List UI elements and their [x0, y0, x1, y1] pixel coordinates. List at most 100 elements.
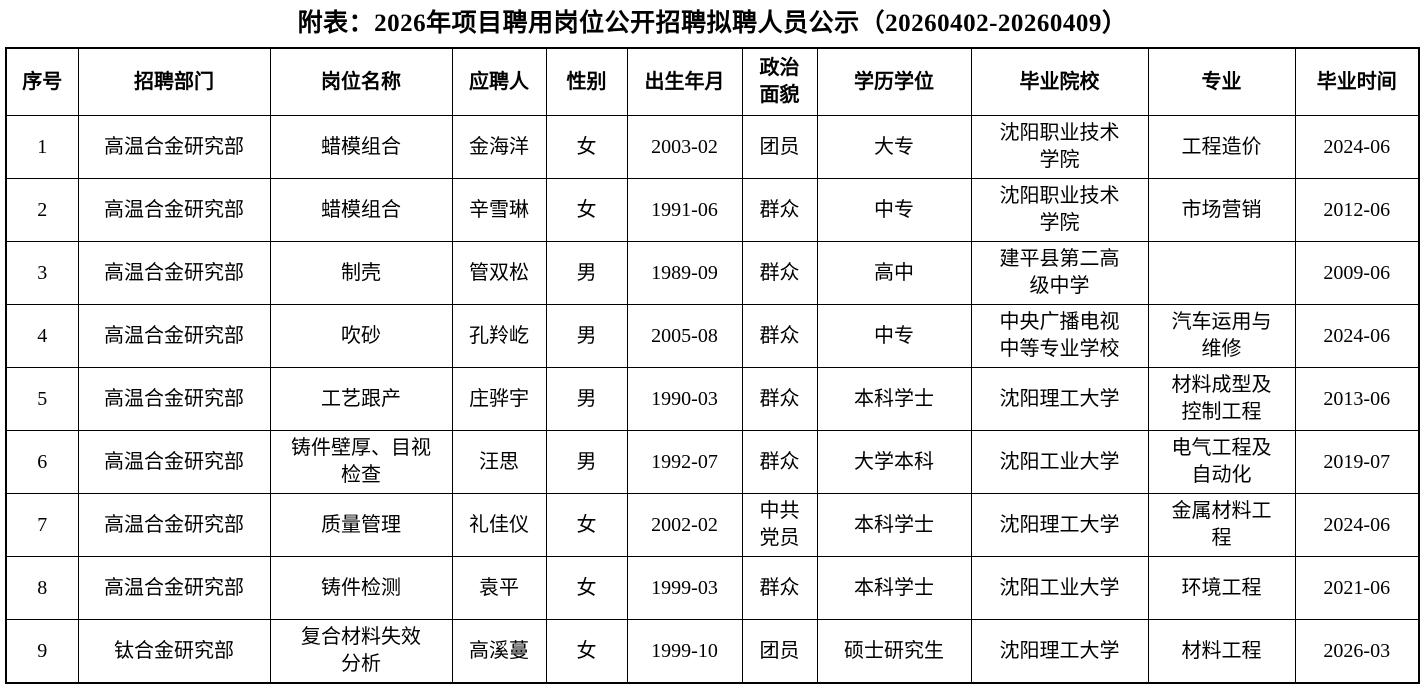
table-cell: 5 — [5, 367, 79, 432]
table-cell: 1999-03 — [626, 556, 743, 621]
table-cell: 袁平 — [451, 556, 547, 621]
table-row: 3 高温合金研究部 制壳 管双松男 1989-09 群众 高中 建平县第二高 级中学 2009-… — [5, 241, 1420, 306]
column-header-position: 岗位名称 — [269, 47, 453, 117]
table-cell: 7 — [5, 493, 79, 558]
table-cell: 大学本科 — [816, 430, 972, 495]
table-cell: 高温合金研究部 — [77, 115, 271, 180]
table-cell: 汽车运用与 维修 — [1147, 304, 1296, 369]
table-cell: 2024-06 — [1294, 304, 1420, 369]
table-cell: 沈阳理工大学 — [970, 619, 1149, 684]
column-header-birthdate: 出生年月 — [626, 47, 743, 117]
table-cell: 沈阳职业技术 学院 — [970, 178, 1149, 243]
table-cell: 铸件检测 — [269, 556, 453, 621]
table-cell: 1991-06 — [626, 178, 743, 243]
table-body: 1 高温合金研究部 蜡模组合 金海洋女 2003-02 团员 大专 沈阳职业技术 学院 工程造价… — [5, 115, 1420, 684]
column-header-applicant: 应聘人 — [451, 47, 547, 117]
table-cell: 庄骅宇 — [451, 367, 547, 432]
table-cell: 中专 — [816, 304, 972, 369]
table-row: 4 高温合金研究部 吹砂 孔羚屹男 2005-08 群众 中专 中央广播电视 中等专业学校 汽车… — [5, 304, 1420, 369]
table-cell: 女 — [545, 556, 628, 621]
table-cell: 男 — [545, 304, 628, 369]
table-cell: 中专 — [816, 178, 972, 243]
table-cell: 本科学士 — [816, 367, 972, 432]
table-cell: 工程造价 — [1147, 115, 1296, 180]
table-cell: 中央广播电视 中等专业学校 — [970, 304, 1149, 369]
table-cell: 群众 — [741, 304, 818, 369]
table-cell: 1999-10 — [626, 619, 743, 684]
table-cell: 2019-07 — [1294, 430, 1420, 495]
column-header-major: 专业 — [1147, 47, 1296, 117]
table-cell: 电气工程及 自动化 — [1147, 430, 1296, 495]
table-cell: 男 — [545, 367, 628, 432]
table-cell: 群众 — [741, 367, 818, 432]
table-cell: 群众 — [741, 556, 818, 621]
page-title: 附表：2026年项目聘用岗位公开招聘拟聘人员公示（20260402-202604… — [297, 10, 1128, 37]
table-cell: 孔羚屹 — [451, 304, 547, 369]
table-cell: 质量管理 — [269, 493, 453, 558]
table-cell: 钛合金研究部 — [77, 619, 271, 684]
table-cell: 2009-06 — [1294, 241, 1420, 306]
table-cell: 9 — [5, 619, 79, 684]
column-header-department: 招聘部门 — [77, 47, 271, 117]
table-cell: 蜡模组合 — [269, 115, 453, 180]
table-cell: 男 — [545, 241, 628, 306]
table-cell: 金属材料工 程 — [1147, 493, 1296, 558]
table-cell: 2021-06 — [1294, 556, 1420, 621]
table-cell: 材料成型及 控制工程 — [1147, 367, 1296, 432]
table-cell: 本科学士 — [816, 493, 972, 558]
column-header-graduation-date: 毕业时间 — [1294, 47, 1420, 117]
table-cell: 1992-07 — [626, 430, 743, 495]
column-header-gender: 性别 — [545, 47, 628, 117]
table-cell: 1 — [5, 115, 79, 180]
table-cell: 管双松 — [451, 241, 547, 306]
column-header-degree: 学历学位 — [816, 47, 972, 117]
column-header-political-status: 政治 面貌 — [741, 47, 818, 117]
table-cell: 材料工程 — [1147, 619, 1296, 684]
table-cell: 建平县第二高 级中学 — [970, 241, 1149, 306]
column-header-school: 毕业院校 — [970, 47, 1149, 117]
table-cell: 女 — [545, 178, 628, 243]
table-cell: 礼佳仪 — [451, 493, 547, 558]
table-cell: 环境工程 — [1147, 556, 1296, 621]
table-cell: 高溪蔓 — [451, 619, 547, 684]
table-cell: 辛雪琳 — [451, 178, 547, 243]
table-cell: 男 — [545, 430, 628, 495]
table-row: 2 高温合金研究部 蜡模组合 辛雪琳女 1991-06 群众 中专 沈阳职业技术 学院 市场营销… — [5, 178, 1420, 243]
recruitment-table: 序号 招聘部门 岗位名称 应聘人 性别 出生年月 政治 面貌 学历学位 毕业院校… — [5, 47, 1420, 685]
table-cell: 汪思 — [451, 430, 547, 495]
table-row: 5 高温合金研究部 工艺跟产 庄骅宇男 1990-03 群众 本科学士 沈阳理工大学 材料成型及… — [5, 367, 1420, 432]
table-cell: 8 — [5, 556, 79, 621]
table-cell: 沈阳工业大学 — [970, 556, 1149, 621]
table-cell: 高温合金研究部 — [77, 241, 271, 306]
table-cell: 金海洋 — [451, 115, 547, 180]
table-cell: 沈阳职业技术 学院 — [970, 115, 1149, 180]
table-cell: 6 — [5, 430, 79, 495]
table-cell: 1990-03 — [626, 367, 743, 432]
table-cell: 团员 — [741, 619, 818, 684]
table-cell: 高温合金研究部 — [77, 556, 271, 621]
table-cell: 2002-02 — [626, 493, 743, 558]
table-cell: 2012-06 — [1294, 178, 1420, 243]
table-cell: 群众 — [741, 430, 818, 495]
table-cell: 高温合金研究部 — [77, 367, 271, 432]
table-cell: 制壳 — [269, 241, 453, 306]
table-cell: 高温合金研究部 — [77, 304, 271, 369]
table-cell: 高温合金研究部 — [77, 493, 271, 558]
table-cell: 4 — [5, 304, 79, 369]
table-cell: 硕士研究生 — [816, 619, 972, 684]
table-cell: 市场营销 — [1147, 178, 1296, 243]
table-row: 7 高温合金研究部 质量管理 礼佳仪女 2002-02 中共 党员 本科学士 沈阳理工大学 金属… — [5, 493, 1420, 558]
table-cell: 3 — [5, 241, 79, 306]
table-row: 6 高温合金研究部 铸件壁厚、目视 检查 汪思男 1992-07 群众 大学本科 沈阳工业大学… — [5, 430, 1420, 495]
table-cell: 高温合金研究部 — [77, 430, 271, 495]
table-row: 8 高温合金研究部 铸件检测 袁平女 1999-03 群众 本科学士 沈阳工业大学 环境工程 20… — [5, 556, 1420, 621]
header-row: 序号 招聘部门 岗位名称 应聘人 性别 出生年月 政治 面貌 学历学位 毕业院校… — [5, 47, 1420, 117]
column-header-number: 序号 — [5, 47, 79, 117]
table-cell: 2024-06 — [1294, 493, 1420, 558]
table-cell: 工艺跟产 — [269, 367, 453, 432]
table-cell: 沈阳工业大学 — [970, 430, 1149, 495]
table-cell: 沈阳理工大学 — [970, 493, 1149, 558]
table-cell: 女 — [545, 115, 628, 180]
table-cell: 2005-08 — [626, 304, 743, 369]
